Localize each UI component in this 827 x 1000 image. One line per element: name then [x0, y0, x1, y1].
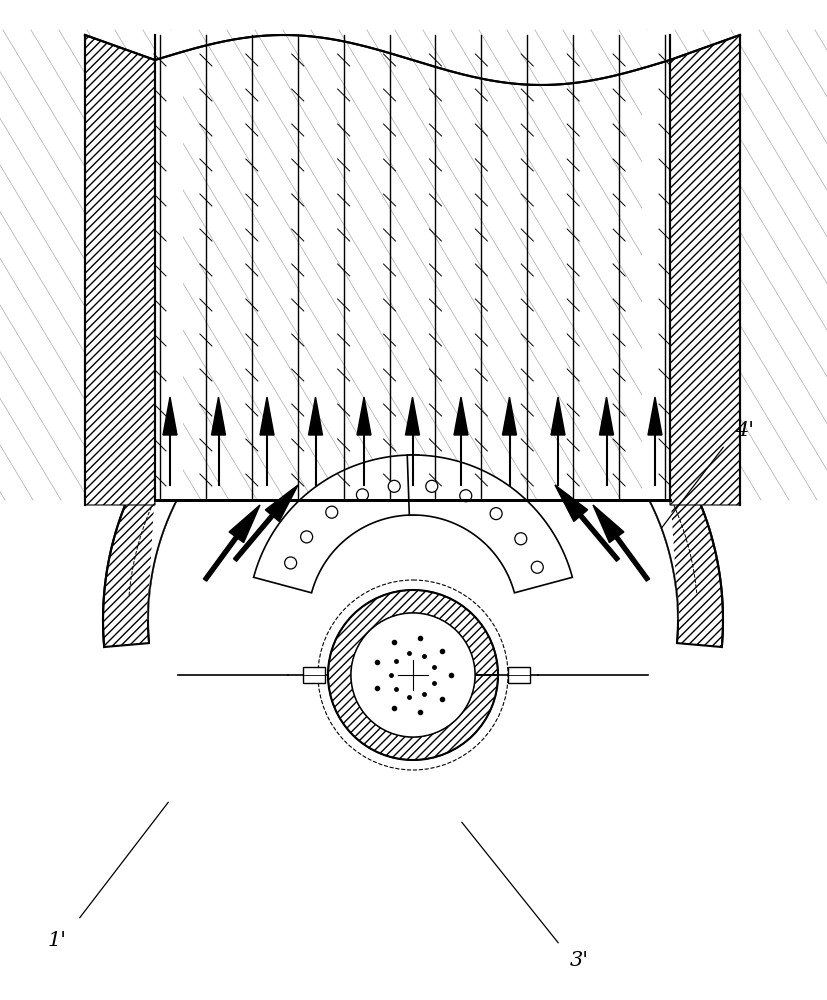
Polygon shape [600, 397, 614, 435]
Polygon shape [155, 30, 183, 500]
Polygon shape [454, 397, 468, 435]
Circle shape [388, 480, 400, 492]
Circle shape [326, 506, 337, 518]
Bar [303, 667, 325, 683]
Polygon shape [615, 536, 650, 581]
Polygon shape [148, 355, 678, 620]
Polygon shape [642, 30, 670, 500]
Circle shape [284, 557, 297, 569]
Polygon shape [551, 397, 565, 435]
Polygon shape [555, 485, 588, 521]
Circle shape [351, 613, 475, 737]
Polygon shape [648, 397, 662, 435]
Polygon shape [407, 455, 572, 593]
Polygon shape [203, 536, 238, 581]
Polygon shape [357, 397, 371, 435]
Polygon shape [103, 310, 723, 647]
Circle shape [356, 489, 368, 501]
Polygon shape [593, 505, 624, 543]
Text: 4': 4' [735, 420, 754, 440]
Circle shape [531, 561, 543, 573]
Polygon shape [670, 35, 740, 505]
Circle shape [426, 480, 437, 492]
Polygon shape [579, 514, 619, 561]
Polygon shape [212, 397, 226, 435]
Polygon shape [163, 397, 177, 435]
Polygon shape [328, 590, 498, 760]
Circle shape [301, 531, 313, 543]
Polygon shape [85, 35, 155, 505]
Polygon shape [405, 397, 419, 435]
Polygon shape [254, 455, 418, 593]
Circle shape [460, 490, 471, 502]
Circle shape [490, 508, 502, 520]
Text: 3': 3' [570, 950, 589, 970]
Text: 1': 1' [48, 930, 67, 950]
Polygon shape [308, 397, 323, 435]
Polygon shape [229, 505, 260, 543]
Polygon shape [503, 397, 517, 435]
Polygon shape [155, 30, 670, 500]
Circle shape [515, 533, 527, 545]
Bar [508, 667, 530, 683]
Polygon shape [260, 397, 274, 435]
Polygon shape [233, 514, 274, 561]
Polygon shape [265, 485, 298, 521]
